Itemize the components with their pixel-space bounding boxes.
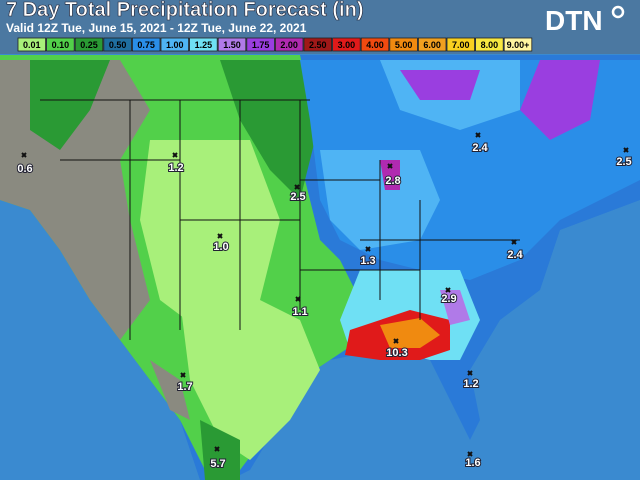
legend-swatch [17, 37, 47, 52]
point-label: 1.0 [213, 241, 228, 253]
legend-swatch [360, 37, 390, 52]
legend-label: 2.50 [309, 40, 327, 50]
legend-swatch [74, 37, 104, 52]
point-label: 1.3 [360, 255, 375, 267]
point-label: 1.6 [465, 457, 480, 469]
legend-label: 3.00 [338, 40, 356, 50]
legend-swatch [103, 37, 132, 52]
point-label: 0.6 [17, 163, 32, 175]
point-label: 2.8 [385, 175, 400, 187]
legend-label: 4.00 [366, 40, 384, 50]
legend-swatch [246, 37, 275, 52]
logo-mark [611, 5, 625, 19]
legend-swatch [303, 37, 333, 52]
legend-swatch [46, 37, 75, 52]
legend-label: 1.25 [195, 40, 213, 50]
legend-swatch [503, 37, 533, 52]
legend: 0.01 0.10 0.25 0.50 0.75 1.00 1.25 1.50 1.75 2.00… [17, 37, 533, 52]
legend-label: 1.00 [166, 40, 184, 50]
legend-label: 1.75 [252, 40, 270, 50]
point-label: 1.2 [168, 162, 183, 174]
legend-label: 9.00+ [507, 40, 530, 50]
legend-label: 7.00 [452, 40, 470, 50]
legend-label: 1.50 [223, 40, 241, 50]
point-label: 1.7 [177, 381, 192, 393]
point-label: 2.5 [616, 156, 631, 168]
point-label: 5.7 [210, 458, 225, 470]
map-subtitle: Valid 12Z Tue, June 15, 2021 - 12Z Tue, … [6, 21, 307, 35]
point-label: 2.4 [472, 142, 488, 154]
legend-label: 0.50 [109, 40, 127, 50]
legend-swatch [131, 37, 161, 52]
point-label: 1.2 [463, 378, 478, 390]
point-markers [21, 132, 629, 457]
legend-swatch [446, 37, 476, 52]
logo: DTN [545, 5, 603, 36]
legend-label: 0.75 [137, 40, 155, 50]
point-label: 2.9 [441, 293, 456, 305]
point-label: 10.3 [386, 347, 407, 359]
legend-swatch [274, 37, 304, 52]
legend-swatch [389, 37, 418, 52]
legend-label: 8.00 [481, 40, 499, 50]
map-title: 7 Day Total Precipitation Forecast (in) [6, 0, 363, 21]
legend-label: 0.10 [52, 40, 70, 50]
legend-swatch [217, 37, 247, 52]
point-label: 2.4 [507, 249, 523, 261]
legend-label: 6.00 [423, 40, 441, 50]
point-label: 2.5 [290, 191, 305, 203]
borders [40, 99, 520, 340]
legend-swatch [189, 37, 218, 52]
legend-label: 0.01 [23, 40, 41, 50]
legend-label: 5.00 [395, 40, 413, 50]
forecast-points: 0.6 1.2 2.5 2.8 2.4 2.5 1.0 1.3 2.4 1.1 … [16, 132, 633, 471]
legend-label: 2.00 [280, 40, 298, 50]
legend-swatch [417, 37, 447, 52]
legend-swatch [332, 37, 361, 52]
legend-label: 0.25 [80, 40, 98, 50]
point-label: 1.1 [292, 306, 307, 318]
legend-swatch [160, 37, 190, 52]
legend-swatch [475, 37, 504, 52]
